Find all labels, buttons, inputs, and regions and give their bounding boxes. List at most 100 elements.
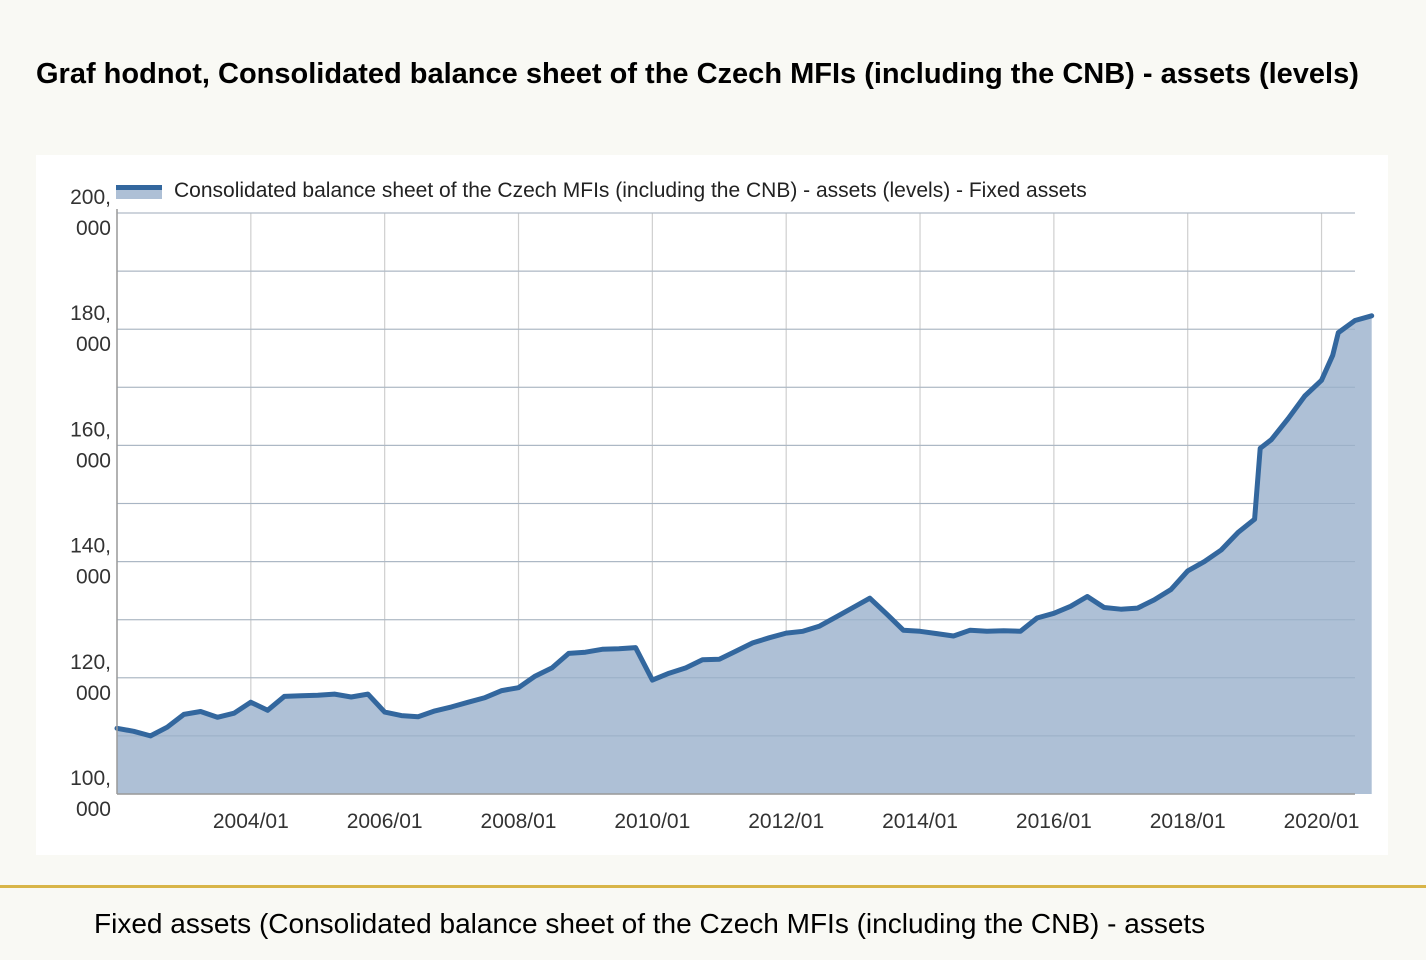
data-point — [784, 630, 789, 636]
data-point — [934, 631, 939, 636]
data-point — [482, 695, 488, 700]
data-point — [1068, 604, 1073, 609]
y-tick-label: 140, 000 — [70, 535, 111, 589]
chart-panel: 100, 000 120, 000 140, 000 160, 000 180, 000 200, 0… — [36, 155, 1388, 855]
data-point — [683, 665, 688, 671]
data-point — [1168, 587, 1174, 592]
data-point — [1319, 378, 1324, 383]
data-point — [834, 614, 839, 619]
data-point — [767, 635, 772, 640]
data-point — [349, 694, 354, 700]
data-point — [549, 665, 555, 671]
legend-swatch — [116, 188, 162, 199]
y-tick-label: 200, 000 — [70, 186, 111, 240]
data-point — [1269, 437, 1274, 442]
data-point — [499, 688, 504, 693]
data-point — [1202, 559, 1207, 564]
x-tick-label: 2012/01 — [748, 810, 824, 833]
data-point — [198, 709, 203, 714]
data-point — [917, 629, 923, 634]
data-point — [1101, 605, 1107, 610]
axis-layer: 100, 000 120, 000 140, 000 160, 000 180, 000 200, 0… — [70, 186, 1359, 833]
data-point — [817, 623, 822, 629]
data-point — [415, 714, 421, 719]
legend[interactable]: Consolidated balance sheet of the Czech … — [116, 179, 1087, 202]
data-point — [131, 729, 136, 734]
data-point — [616, 646, 622, 651]
data-point — [750, 640, 755, 646]
data-point — [1369, 313, 1374, 318]
data-point — [867, 596, 872, 601]
data-point — [449, 704, 454, 710]
data-point — [1185, 568, 1190, 574]
data-point — [516, 685, 521, 690]
data-point — [1001, 628, 1006, 633]
data-point — [382, 709, 387, 715]
data-point — [265, 708, 270, 713]
y-tick-label: 100, 000 — [70, 767, 111, 821]
data-point — [951, 633, 956, 639]
data-point — [1252, 517, 1257, 522]
data-point — [1152, 597, 1157, 603]
x-tick-label: 2018/01 — [1150, 810, 1226, 833]
x-tick-label: 2008/01 — [481, 810, 557, 833]
x-tick-label: 2020/01 — [1284, 810, 1360, 833]
data-point — [282, 694, 287, 699]
y-tick-label: 120, 000 — [70, 651, 111, 705]
data-point — [968, 628, 973, 633]
area-layer — [114, 212, 1375, 795]
legend-series-label: Consolidated balance sheet of the Czech … — [174, 179, 1087, 202]
data-point — [583, 650, 588, 655]
data-point — [1285, 416, 1291, 421]
data-point — [1302, 393, 1308, 399]
data-point — [666, 671, 672, 676]
data-point — [1258, 446, 1263, 451]
series-line — [114, 313, 1375, 739]
data-point — [298, 693, 304, 698]
data-point — [1352, 318, 1358, 323]
data-point — [566, 651, 571, 656]
data-point — [850, 605, 856, 610]
data-point — [533, 673, 538, 679]
y-tick-label: 180, 000 — [70, 302, 111, 356]
x-tick-label: 2016/01 — [1016, 810, 1092, 833]
data-point — [1330, 353, 1335, 358]
data-point — [399, 713, 404, 718]
data-point — [148, 733, 153, 739]
data-point — [650, 677, 655, 683]
chart-svg: 100, 000 120, 000 140, 000 160, 000 180, 000 200, 0… — [70, 179, 1375, 833]
data-point — [1235, 530, 1241, 535]
data-point — [215, 715, 220, 720]
data-point — [365, 691, 371, 697]
data-point — [165, 725, 170, 730]
chart-caption: Fixed assets (Consolidated balance sheet… — [94, 908, 1206, 939]
data-point — [181, 712, 187, 717]
footer-divider — [0, 885, 1426, 888]
data-point — [248, 700, 253, 705]
data-point — [700, 657, 705, 662]
y-tick-label: 160, 000 — [70, 418, 111, 472]
data-point — [1135, 605, 1140, 611]
legend-swatch-line — [116, 185, 162, 190]
data-point — [1018, 629, 1023, 634]
data-point — [332, 691, 337, 697]
x-tick-label: 2004/01 — [213, 810, 289, 833]
data-point — [1051, 611, 1057, 616]
data-point — [600, 647, 605, 652]
data-point — [733, 648, 739, 654]
data-point — [315, 693, 320, 698]
data-point — [1219, 547, 1224, 553]
data-point — [1336, 330, 1341, 335]
data-point — [800, 629, 806, 634]
data-point — [1034, 615, 1040, 621]
data-point — [466, 700, 471, 705]
page-title: Graf hodnot, Consolidated balance sheet … — [36, 58, 1359, 90]
data-point — [1118, 607, 1124, 612]
data-point — [717, 657, 722, 662]
data-point — [901, 628, 906, 633]
data-point — [884, 611, 889, 617]
x-tick-label: 2014/01 — [882, 810, 958, 833]
x-tick-label: 2010/01 — [614, 810, 690, 833]
x-tick-label: 2006/01 — [347, 810, 423, 833]
data-point — [231, 711, 237, 716]
